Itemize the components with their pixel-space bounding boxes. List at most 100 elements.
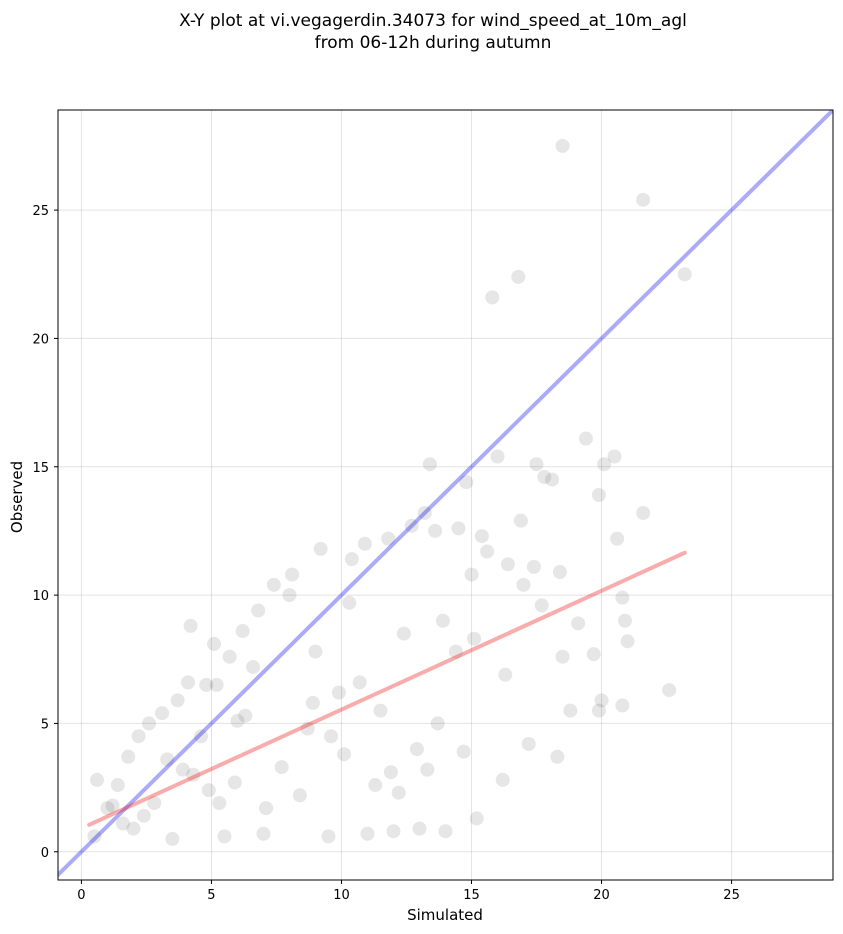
- scatter-point: [636, 192, 651, 207]
- scatter-point: [368, 778, 383, 793]
- scatter-point: [615, 590, 630, 605]
- scatter-point: [175, 762, 190, 777]
- identity-line: [58, 110, 833, 877]
- scatter-point: [337, 747, 352, 762]
- scatter-point: [331, 685, 346, 700]
- scatter-point: [256, 826, 271, 841]
- chart-title-line-2: from 06-12h during autumn: [315, 33, 552, 53]
- scatter-point: [235, 624, 250, 639]
- grid: [58, 110, 833, 880]
- scatter-point: [386, 824, 401, 839]
- scatter-point: [212, 796, 227, 810]
- x-tick-label: 10: [333, 888, 350, 903]
- scatter-point: [529, 457, 544, 472]
- scatter-point: [490, 449, 505, 464]
- scatter-point: [230, 713, 245, 728]
- x-tick-label: 5: [207, 888, 215, 903]
- scatter-point: [511, 269, 526, 284]
- scatter-point: [181, 675, 196, 690]
- scatter-point: [662, 683, 677, 698]
- scatter-point: [155, 706, 170, 721]
- scatter-point: [586, 647, 601, 662]
- scatter-point: [617, 613, 632, 628]
- x-axis-label: Simulated: [407, 906, 483, 924]
- scatter-point: [313, 541, 328, 556]
- scatter-point: [513, 513, 528, 528]
- scatter-point: [105, 798, 120, 813]
- scatter-point: [274, 760, 289, 775]
- scatter-point: [571, 616, 586, 631]
- scatter-point: [126, 821, 141, 836]
- scatter-points: [87, 138, 692, 846]
- scatter-point: [620, 634, 635, 649]
- scatter-point: [170, 693, 185, 708]
- scatter-point: [430, 716, 445, 731]
- scatter-point: [677, 267, 692, 282]
- scatter-point: [391, 785, 406, 800]
- scatter-point: [300, 721, 315, 736]
- scatter-point: [238, 708, 253, 723]
- scatter-point: [199, 677, 214, 692]
- scatter-point: [207, 636, 222, 651]
- y-axis-label: Observed: [8, 461, 26, 533]
- scatter-point: [209, 677, 224, 692]
- scatter-point: [420, 762, 435, 777]
- x-tick-label: 25: [723, 888, 740, 903]
- scatter-point: [480, 544, 495, 559]
- scatter-point: [222, 649, 237, 664]
- scatter-point: [594, 693, 609, 708]
- scatter-point: [552, 565, 567, 579]
- scatter-point: [591, 488, 606, 502]
- scatter-point: [186, 767, 201, 782]
- chart-title-line-1: X-Y plot at vi.vegagerdin.34073 for wind…: [179, 11, 687, 31]
- scatter-point: [121, 749, 136, 764]
- scatter-point: [116, 816, 131, 831]
- scatter-point: [100, 801, 115, 816]
- scatter-point: [578, 431, 593, 446]
- scatter-point: [136, 808, 151, 823]
- scatter-point: [305, 695, 320, 710]
- scatter-point: [591, 703, 606, 718]
- scatter-point: [147, 796, 162, 810]
- scatter-point: [636, 505, 651, 520]
- scatter-point: [435, 613, 450, 628]
- scatter-point: [516, 577, 531, 592]
- scatter-point: [352, 675, 367, 690]
- scatter-point: [456, 744, 471, 759]
- plot-frame: [57, 109, 834, 881]
- scatter-point: [459, 475, 474, 490]
- scatter-point: [521, 736, 536, 751]
- y-tick-label: 25: [32, 204, 49, 219]
- scatter-point: [597, 457, 612, 472]
- scatter-point: [428, 523, 443, 538]
- scatter-point: [360, 826, 375, 841]
- x-tick-label: 0: [77, 888, 85, 903]
- reference-lines: [58, 110, 833, 877]
- scatter-point: [110, 778, 125, 793]
- scatter-point: [217, 829, 232, 844]
- scatter-point: [615, 698, 630, 713]
- scatter-point: [526, 559, 541, 574]
- y-tick-label: 20: [32, 332, 49, 347]
- scatter-point: [451, 521, 466, 536]
- scatter-point: [324, 729, 339, 744]
- scatter-point: [404, 518, 419, 533]
- scatter-point: [259, 801, 274, 816]
- scatter-point: [131, 729, 146, 744]
- scatter-point: [308, 644, 323, 659]
- scatter-point: [344, 552, 359, 567]
- scatter-point: [550, 749, 565, 764]
- scatter-point: [357, 536, 372, 551]
- scatter-point: [498, 667, 513, 682]
- scatter-point: [448, 644, 463, 659]
- y-tick-label: 10: [32, 589, 49, 604]
- scatter-point: [282, 588, 297, 603]
- scatter-point: [321, 829, 336, 844]
- scatter-point: [537, 470, 552, 485]
- regression-line: [87, 550, 687, 827]
- scatter-point: [534, 598, 549, 613]
- scatter-point: [438, 824, 453, 839]
- scatter-point: [292, 788, 307, 803]
- scatter-point: [422, 457, 437, 472]
- scatter-point: [467, 631, 482, 646]
